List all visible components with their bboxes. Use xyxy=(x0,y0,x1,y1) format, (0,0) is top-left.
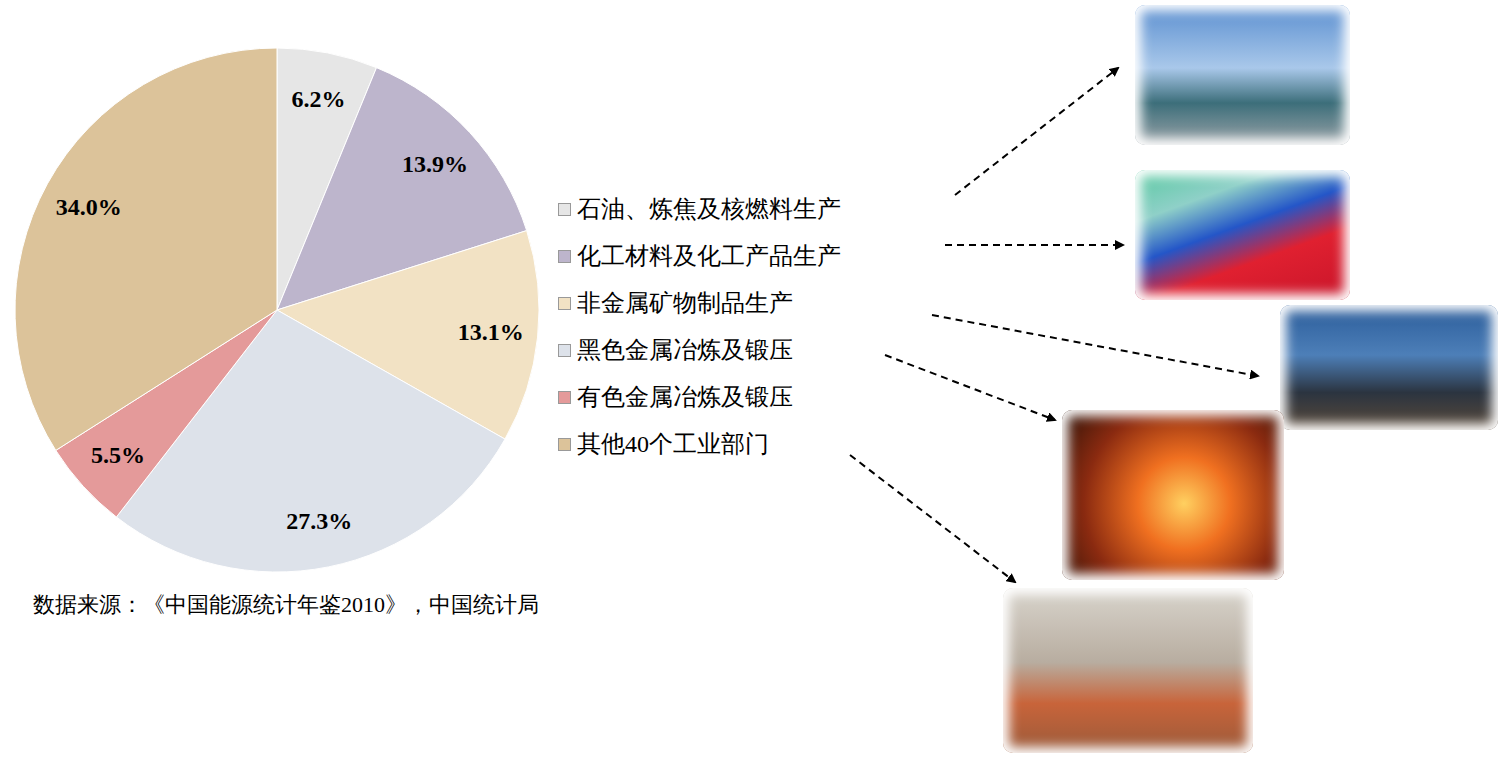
html-text:黑色金属冶炼及锻压: 黑色金属冶炼及锻压 xyxy=(577,337,793,363)
svg-text:6.2%: 6.2% xyxy=(292,86,346,112)
svg-text:13.9%: 13.9% xyxy=(402,151,468,177)
html-text:其他40个工业部门: 其他40个工业部门 xyxy=(577,431,769,457)
svg-text:13.1%: 13.1% xyxy=(458,319,524,345)
html-text:石油、炼焦及核燃料生产: 石油、炼焦及核燃料生产 xyxy=(577,196,841,222)
svg-text:5.5%: 5.5% xyxy=(91,442,145,468)
svg-text:34.0%: 34.0% xyxy=(56,194,122,220)
html-text:化工材料及化工产品生产: 化工材料及化工产品生产 xyxy=(577,243,841,269)
svg-text:27.3%: 27.3% xyxy=(286,508,352,534)
html-text:非金属矿物制品生产: 非金属矿物制品生产 xyxy=(577,290,793,316)
html-text:有色金属冶炼及锻压: 有色金属冶炼及锻压 xyxy=(577,384,793,410)
html-text:数据来源：《中国能源统计年鉴2010》，中国统计局: 数据来源：《中国能源统计年鉴2010》，中国统计局 xyxy=(33,592,539,617)
